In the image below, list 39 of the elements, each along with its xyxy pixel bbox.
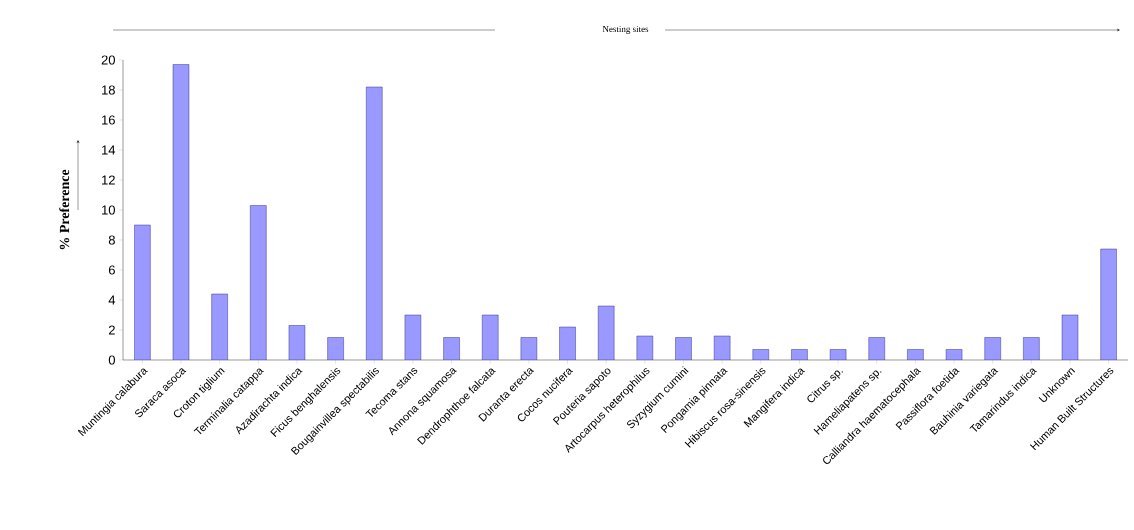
- bar: [520, 337, 538, 360]
- y-tick-label: 6: [108, 265, 115, 275]
- y-tick-label: 0: [108, 355, 115, 365]
- bar: [907, 349, 924, 360]
- bar: [1023, 337, 1040, 360]
- bar: [250, 205, 267, 360]
- x-axis-title: Nesting sites: [602, 26, 649, 34]
- y-tick-label: 16: [102, 115, 115, 125]
- bar: [482, 314, 499, 360]
- y-tick-label: 14: [102, 145, 116, 155]
- bar: [752, 349, 769, 360]
- bar: [1100, 248, 1117, 360]
- bar: [1061, 314, 1079, 360]
- y-axis-title: % Preference: [59, 169, 70, 250]
- bar: [984, 337, 1001, 360]
- y-tick-label: 12: [102, 175, 115, 185]
- bar: [597, 305, 615, 360]
- bar: [791, 349, 808, 360]
- y-tick-label: 4: [108, 295, 116, 305]
- bar: [559, 326, 576, 360]
- bar: [327, 337, 344, 360]
- bar: [134, 224, 151, 360]
- bar: [636, 335, 654, 360]
- bar: [443, 337, 460, 360]
- bar: [713, 335, 731, 360]
- bar: [404, 314, 422, 360]
- bar: [288, 325, 306, 360]
- y-tick-label: 2: [108, 325, 115, 335]
- bar: [211, 293, 228, 360]
- y-tick-label: 8: [108, 235, 115, 245]
- bar: [945, 349, 963, 360]
- bar: [868, 337, 885, 360]
- y-tick-label: 20: [101, 55, 115, 65]
- y-tick-label: 10: [102, 205, 115, 215]
- bar: [366, 86, 383, 360]
- bar: [675, 337, 692, 360]
- y-tick-label: 18: [102, 85, 115, 95]
- bar: [172, 64, 190, 360]
- bar: [829, 349, 847, 360]
